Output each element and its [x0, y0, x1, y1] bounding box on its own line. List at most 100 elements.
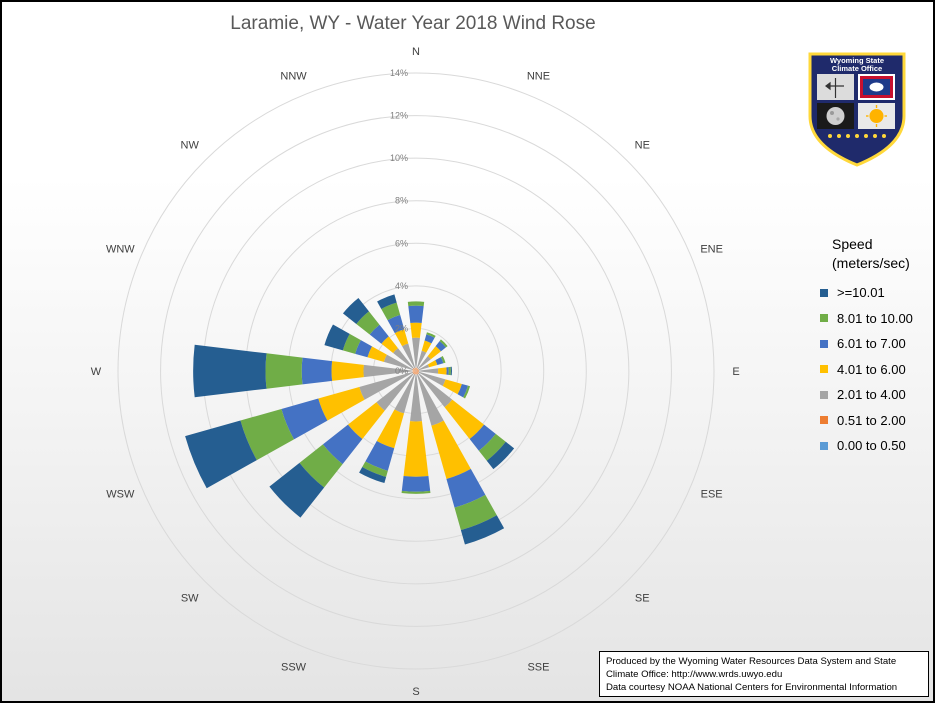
wedge-segment — [435, 357, 444, 365]
wedge-segment — [359, 371, 413, 400]
legend-label: 8.01 to 10.00 — [837, 310, 913, 326]
legend-item: 2.01 to 4.00 — [820, 382, 933, 408]
legend-items: >=10.01 8.01 to 10.00 6.01 to 7.00 4.01 to … — [820, 280, 933, 459]
wedge-segment — [407, 301, 425, 307]
wedge-segment — [412, 337, 420, 368]
wedge-segment — [450, 366, 452, 376]
wedge-segment — [416, 371, 419, 373]
wedge-segment — [363, 364, 413, 378]
wedge-segment — [376, 373, 414, 411]
wedge-segment — [410, 322, 422, 338]
legend-item: 4.01 to 6.00 — [820, 357, 933, 383]
legend-title: Speed (meters/sec) — [832, 235, 933, 273]
wedge-segment — [418, 371, 446, 386]
wedge-segment — [401, 490, 431, 494]
wedge-segment — [342, 297, 369, 324]
direction-label: W — [91, 366, 102, 378]
wedge-segment — [281, 398, 328, 440]
wedge-segment — [381, 336, 398, 353]
legend-swatch — [820, 390, 828, 399]
wedge-segment — [421, 340, 432, 353]
wedge-segment — [416, 368, 419, 371]
wedge-segment — [369, 324, 389, 344]
radial-tick-label: 4% — [395, 281, 408, 291]
wedge-segment — [362, 461, 388, 477]
radial-tick-label: 14% — [390, 68, 408, 78]
wedge-segment — [463, 385, 471, 399]
credit-line3: Data courtesy NOAA National Centers for … — [606, 682, 898, 693]
credit-line1: Produced by the Wyoming Water Resources … — [606, 656, 897, 667]
wedge-segment — [416, 371, 419, 374]
direction-label: E — [732, 366, 739, 378]
wedge-segment — [439, 339, 448, 348]
wedge-segment — [444, 399, 485, 440]
direction-label: ESE — [701, 488, 723, 500]
chart-title: Laramie, WY - Water Year 2018 Wind Rose — [230, 13, 596, 34]
wedge-segment — [402, 343, 416, 369]
wedge-segment — [440, 356, 446, 364]
legend-label: 0.51 to 2.00 — [837, 412, 906, 428]
climate-office-logo: Wyoming State Climate Office — [808, 52, 906, 167]
wedge-segment — [460, 515, 505, 545]
wedge-segment — [416, 350, 427, 369]
legend-swatch — [820, 441, 828, 450]
wedge-segment — [193, 344, 267, 398]
wedge-segment — [427, 346, 441, 360]
direction-label: SSE — [527, 662, 549, 674]
wedge-segment — [299, 444, 343, 488]
legend-label: 2.01 to 4.00 — [837, 387, 906, 403]
wedge-segment — [416, 369, 419, 371]
legend-title-line1: Speed — [832, 236, 873, 252]
legend-item: 0.51 to 2.00 — [820, 408, 933, 434]
wedge-segment — [416, 368, 418, 371]
wedge-segment — [355, 340, 372, 358]
legend-swatch — [820, 365, 828, 374]
direction-label: N — [412, 46, 420, 58]
direction-label: SW — [181, 592, 199, 604]
wedge-segment — [486, 441, 515, 470]
radial-tick-label: 12% — [390, 111, 408, 121]
wedge-segment — [446, 367, 449, 375]
radial-tick-label: 6% — [395, 238, 408, 248]
legend-item: 6.01 to 7.00 — [820, 331, 933, 357]
wedge-segment — [381, 302, 401, 321]
wedge-segment — [265, 353, 303, 389]
wedge-segment — [393, 348, 414, 369]
wedge-segment — [394, 329, 409, 347]
legend: Speed (meters/sec) >=10.01 8.01 to 10.00 6… — [820, 235, 933, 459]
svg-text:Climate Office: Climate Office — [832, 64, 882, 73]
direction-label: S — [412, 686, 419, 698]
legend-title-line2: (meters/sec) — [832, 255, 910, 271]
legend-label: 4.01 to 6.00 — [837, 361, 906, 377]
svg-text:Wyoming State: Wyoming State — [830, 56, 884, 65]
wedge-segment — [342, 333, 361, 354]
wedge-segment — [418, 364, 430, 371]
wedge-segment — [478, 433, 506, 461]
direction-label: WNW — [106, 244, 135, 256]
direction-label: NE — [635, 140, 650, 152]
wedge-segment — [331, 361, 364, 381]
legend-label: 0.00 to 0.50 — [837, 438, 906, 454]
wedge-segment — [377, 294, 397, 309]
wedge-segment — [412, 371, 416, 373]
wedge-segment — [448, 366, 451, 376]
grid-ring — [160, 115, 672, 627]
wedge-segment — [427, 360, 438, 368]
wedge-segment — [359, 467, 387, 484]
wedge-segment — [418, 368, 439, 374]
legend-swatch — [820, 339, 828, 348]
wedge-segment — [426, 332, 436, 338]
radial-tick-label: 10% — [390, 153, 408, 163]
direction-label: NNW — [280, 70, 307, 82]
wedge-segment — [414, 368, 416, 371]
wedge-segment — [356, 311, 380, 335]
wedge-segment — [415, 371, 417, 375]
wedge-segment — [435, 341, 446, 352]
wedge-segment — [437, 367, 447, 375]
credit-line2: Climate Office: http://www.wrds.uwyo.edu — [606, 669, 783, 680]
legend-label: >=10.01 — [837, 285, 885, 301]
wedge-segment — [417, 356, 431, 370]
wedge-segment — [410, 374, 422, 422]
